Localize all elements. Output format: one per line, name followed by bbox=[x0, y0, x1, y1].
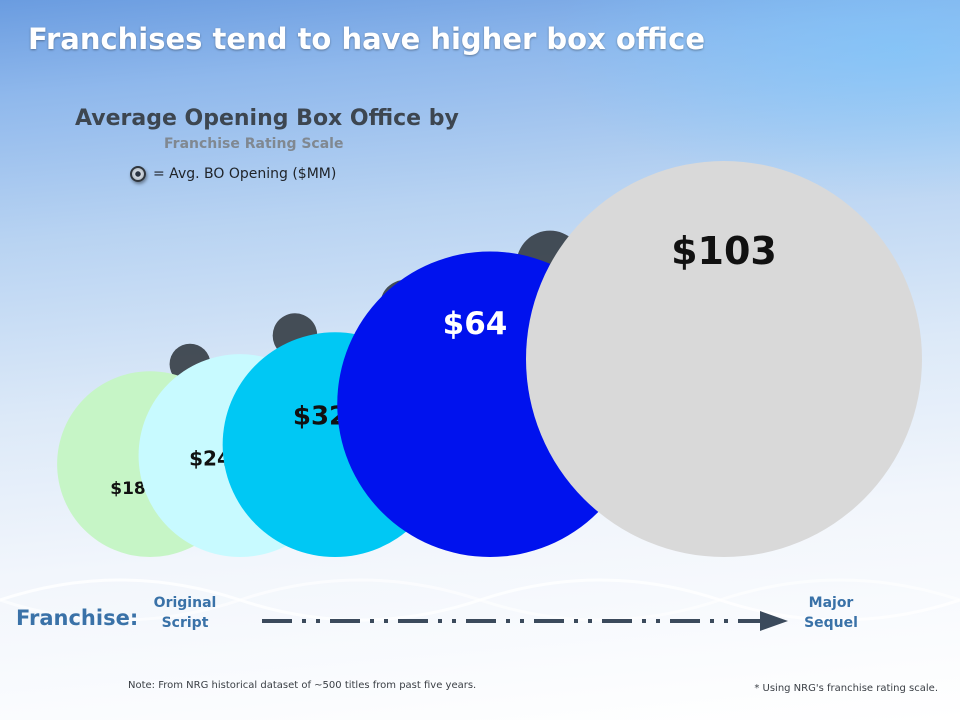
original-script-text: Original Script bbox=[153, 595, 217, 631]
original-script-label: Original Script bbox=[135, 593, 235, 633]
background-helix bbox=[0, 578, 960, 622]
page-title: Franchises tend to have higher box offic… bbox=[28, 22, 705, 56]
data-note: Note: From NRG historical dataset of ~50… bbox=[128, 680, 477, 691]
franchise-scale-arrow bbox=[262, 611, 788, 631]
chart-subtitle: Franchise Rating Scale bbox=[164, 136, 344, 152]
legend-label: = Avg. BO Opening ($MM) bbox=[153, 166, 337, 182]
bubble-label: $64 bbox=[443, 306, 508, 342]
chart-title: Average Opening Box Office by bbox=[75, 106, 459, 131]
major-sequel-label: Major Sequel bbox=[781, 593, 881, 633]
bubble-4 bbox=[526, 161, 922, 557]
arrow-head-icon bbox=[760, 611, 788, 631]
franchise-axis-label: Franchise: bbox=[16, 606, 139, 630]
footnote: * Using NRG's franchise rating scale. bbox=[754, 683, 938, 694]
legend: = Avg. BO Opening ($MM) bbox=[130, 166, 336, 182]
major-sequel-text: Major Sequel bbox=[804, 595, 858, 631]
bubble-label: $103 bbox=[671, 229, 777, 273]
bubble-label: $18 bbox=[110, 479, 146, 499]
bubble-icon bbox=[130, 166, 146, 182]
